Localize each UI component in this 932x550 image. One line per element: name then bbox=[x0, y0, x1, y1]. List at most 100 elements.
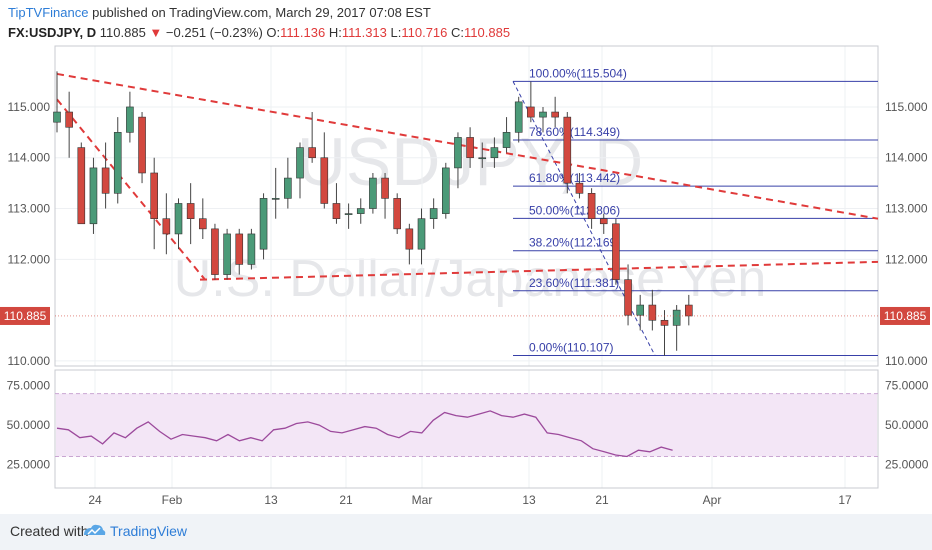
ohlc-line: FX:USDJPY, D 110.885 ▼ −0.251 (−0.23%) O… bbox=[8, 25, 510, 40]
candle-body bbox=[211, 228, 219, 275]
candle-body bbox=[575, 182, 584, 194]
x-tick-label: 13 bbox=[522, 493, 536, 507]
fib-level-label: 78.60%(114.349) bbox=[529, 125, 620, 139]
candle-body bbox=[648, 304, 657, 321]
created-with-text: Created with bbox=[10, 523, 89, 539]
fib-level-label: 100.00%(115.504) bbox=[529, 66, 627, 80]
last-price-label-left: 110.885 bbox=[4, 309, 47, 323]
candle-body bbox=[672, 309, 681, 326]
published-text: published on TradingView.com, March 29, … bbox=[92, 5, 431, 20]
candle-body bbox=[89, 167, 98, 225]
candle-body bbox=[527, 106, 535, 118]
candle-body bbox=[186, 203, 195, 219]
candle-body bbox=[138, 116, 146, 174]
candle-body bbox=[77, 147, 86, 225]
candle-body bbox=[563, 116, 572, 184]
y-tick-label-right: 112.000 bbox=[885, 252, 928, 266]
candle-body bbox=[308, 147, 316, 159]
pullback-trendline bbox=[56, 98, 206, 281]
rsi-tick-label-right: 25.0000 bbox=[885, 457, 929, 471]
last-price: 110.885 bbox=[99, 25, 146, 40]
descending-trendline bbox=[56, 72, 879, 220]
rsi-pane-border bbox=[54, 369, 879, 489]
y-tick-label-left: 110.000 bbox=[8, 354, 51, 368]
symbol-label[interactable]: FX:USDJPY, D bbox=[8, 25, 97, 40]
rsi-tick-label-right: 50.0000 bbox=[885, 418, 929, 432]
l-label: L: bbox=[390, 25, 402, 40]
candle-body bbox=[660, 319, 669, 326]
candle-body bbox=[150, 172, 158, 219]
candle-body bbox=[53, 111, 61, 123]
y-tick-label-right: 113.000 bbox=[885, 202, 928, 216]
x-tick-label: 24 bbox=[88, 493, 102, 507]
rsi-tick-label-left: 75.0000 bbox=[7, 379, 51, 393]
candle-body bbox=[284, 177, 292, 199]
last-price-label-right: 110.885 bbox=[884, 309, 927, 323]
candle-body bbox=[113, 132, 122, 194]
y-tick-label-left: 114.000 bbox=[8, 151, 51, 165]
candle-body bbox=[405, 228, 414, 250]
tradingview-brand-link[interactable]: TradingView bbox=[110, 523, 188, 539]
y-tick-label-left: 112.000 bbox=[8, 252, 51, 266]
fib-level-label: 38.20%(112.169) bbox=[529, 236, 620, 250]
fib-level-label: 50.00%(112.806) bbox=[529, 203, 620, 217]
author-link[interactable]: TipTVFinance bbox=[8, 5, 89, 20]
candle-body bbox=[466, 137, 474, 159]
rsi-line bbox=[56, 410, 673, 458]
close-value: 110.885 bbox=[464, 25, 511, 40]
rsi-band-fill bbox=[56, 393, 877, 457]
low-value: 110.716 bbox=[401, 25, 448, 40]
o-label: O: bbox=[266, 25, 281, 40]
fib-level-label: 61.80%(113.442) bbox=[529, 171, 620, 185]
candle-body bbox=[199, 218, 207, 230]
x-tick-label: Feb bbox=[162, 493, 183, 507]
fib-level-label: 0.00%(110.107) bbox=[529, 340, 614, 354]
last-price-tag-right bbox=[880, 306, 930, 325]
candle-body bbox=[381, 177, 389, 199]
high-value: 111.313 bbox=[341, 25, 387, 40]
x-tick-label: 13 bbox=[264, 493, 278, 507]
candle-body bbox=[393, 198, 402, 230]
rsi-tick-label-right: 75.0000 bbox=[885, 379, 929, 393]
candle-body bbox=[599, 218, 608, 225]
y-tick-label-right: 115.000 bbox=[885, 100, 928, 114]
last-price-tag-left bbox=[0, 306, 50, 325]
x-tick-label: 17 bbox=[838, 493, 852, 507]
y-tick-label-left: 113.000 bbox=[8, 202, 51, 216]
candle-body bbox=[369, 177, 377, 209]
support-trendline bbox=[199, 260, 879, 281]
candle-body bbox=[417, 218, 426, 250]
candle-body bbox=[624, 279, 632, 316]
publish-line: TipTVFinance published on TradingView.co… bbox=[8, 5, 431, 20]
candle-body bbox=[235, 233, 244, 265]
rsi-tick-label-left: 25.0000 bbox=[7, 457, 51, 471]
candle-body bbox=[441, 167, 450, 214]
candle-body bbox=[247, 233, 256, 265]
candle-body bbox=[454, 137, 462, 169]
fib-level-label: 23.60%(111.381) bbox=[529, 276, 619, 290]
candle-body bbox=[612, 223, 620, 280]
x-tick-label: 21 bbox=[339, 493, 353, 507]
rsi-tick-label-left: 50.0000 bbox=[7, 418, 51, 432]
open-value: 111.136 bbox=[280, 25, 326, 40]
price-pane-border bbox=[54, 45, 879, 367]
candle-body bbox=[101, 167, 110, 194]
chart-svg: USDJPY, D U.S. Dollar/Japanese Yen 100.0… bbox=[0, 45, 930, 507]
rsi-band bbox=[55, 393, 878, 458]
candle-body bbox=[296, 147, 304, 179]
rsi-series-line bbox=[56, 410, 673, 458]
x-tick-label: 21 bbox=[595, 493, 609, 507]
candle-body bbox=[344, 213, 353, 215]
chart-header: TipTVFinance published on TradingView.co… bbox=[0, 0, 932, 44]
candle-body bbox=[271, 198, 280, 200]
candle-body bbox=[684, 304, 693, 317]
y-tick-label-right: 110.000 bbox=[885, 354, 928, 368]
fibonacci-retracement: 100.00%(115.504) 78.60%(114.349) 61.80%(11… bbox=[512, 66, 878, 356]
candle-body bbox=[539, 111, 547, 118]
candle-body bbox=[356, 208, 365, 214]
y-tick-label-right: 114.000 bbox=[885, 151, 928, 165]
candle-body bbox=[259, 198, 268, 250]
fib-diagonal bbox=[512, 81, 656, 356]
x-tick-label: Apr bbox=[703, 493, 722, 507]
candle-body bbox=[551, 111, 559, 118]
